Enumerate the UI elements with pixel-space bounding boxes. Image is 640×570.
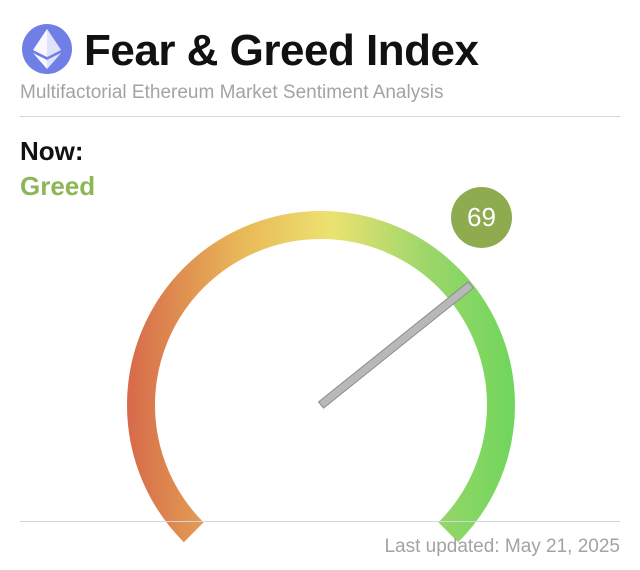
score-value: 69	[467, 202, 496, 232]
now-label: Now:	[20, 136, 84, 166]
page-subtitle: Multifactorial Ethereum Market Sentiment…	[20, 82, 444, 103]
gauge-arc	[127, 211, 515, 543]
header-divider	[20, 116, 620, 117]
sentiment-label: Greed	[20, 171, 96, 201]
last-updated: Last updated: May 21, 2025	[384, 536, 620, 557]
gauge-needle	[317, 281, 475, 409]
page-title: Fear & Greed Index	[84, 26, 479, 75]
footer-divider	[20, 521, 620, 522]
score-badge: 69	[451, 187, 512, 248]
ethereum-icon	[22, 24, 72, 74]
